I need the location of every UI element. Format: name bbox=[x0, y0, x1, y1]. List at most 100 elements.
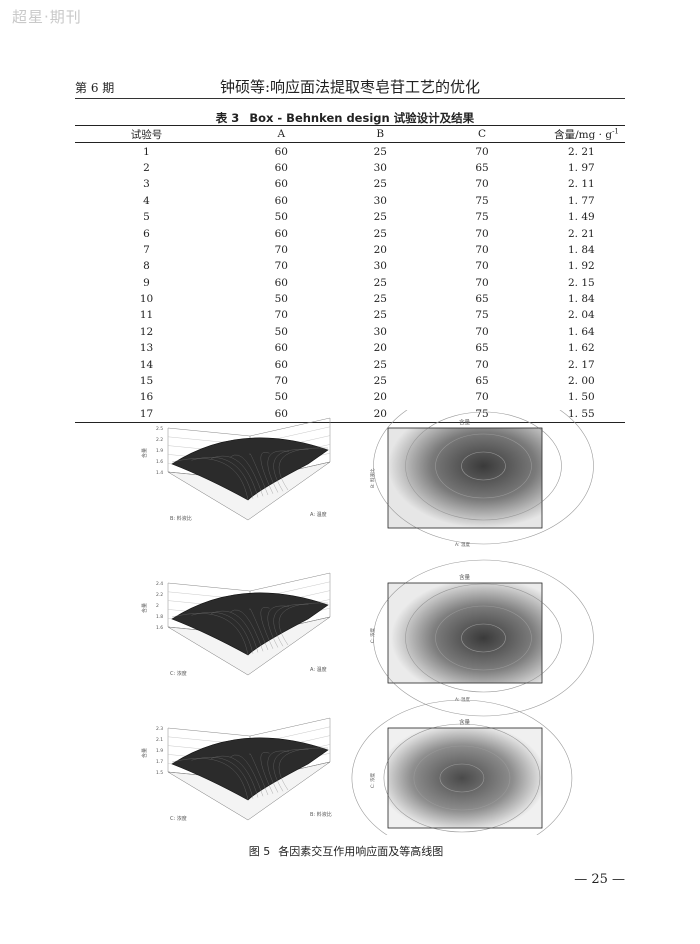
table-cell: 70 bbox=[274, 309, 288, 322]
x2-axis-label: A: 温度 bbox=[310, 511, 327, 518]
contour-frame bbox=[387, 427, 543, 529]
table-cell: 25 bbox=[373, 358, 387, 371]
table-cell: 9 bbox=[143, 276, 150, 289]
col-header-label: 含量/mg · g bbox=[554, 128, 613, 141]
contour-x-label: A: 温度 bbox=[455, 696, 470, 703]
table-row: 11 70 25 75 2. 04 bbox=[75, 307, 625, 323]
table-cell: 75 bbox=[475, 194, 489, 207]
table-cell: 70 bbox=[475, 178, 489, 191]
x1-axis-label: B: 料液比 bbox=[170, 515, 192, 522]
table-cell: 75 bbox=[475, 407, 489, 420]
figure-title: 各因素交互作用响应面及等高线图 bbox=[278, 845, 444, 858]
table-row: 3 60 25 70 2. 11 bbox=[75, 176, 625, 192]
contour-frame bbox=[387, 727, 543, 829]
table-cell: 70 bbox=[274, 375, 288, 388]
contour-line bbox=[461, 451, 506, 481]
mesh-line bbox=[230, 754, 264, 797]
table-cell: 60 bbox=[274, 178, 288, 191]
z-axis-label: 含量 bbox=[141, 748, 148, 758]
table-row: 4 60 30 75 1. 77 bbox=[75, 193, 625, 209]
table-row: 7 70 20 70 1. 84 bbox=[75, 242, 625, 258]
table-header-row: 试验号 A B C 含量/mg · g-1 bbox=[75, 125, 625, 143]
table-cell: 50 bbox=[274, 391, 288, 404]
table-cell: 11 bbox=[139, 309, 154, 322]
z-tick-label: 1.4 bbox=[156, 470, 163, 476]
table-cell: 30 bbox=[373, 161, 387, 174]
col-header: B bbox=[376, 128, 385, 141]
z-tick-label: 1.8 bbox=[156, 614, 163, 620]
z-tick-label: 1.9 bbox=[156, 748, 163, 754]
z-tick-label: 2.3 bbox=[156, 726, 163, 732]
table-cell: 65 bbox=[475, 293, 489, 306]
table-cell: 2. 21 bbox=[568, 227, 595, 240]
table-cell: 70 bbox=[475, 276, 489, 289]
table-cell: 1. 50 bbox=[568, 391, 595, 404]
table-cell: 1. 84 bbox=[568, 243, 595, 256]
mesh-line bbox=[273, 604, 309, 647]
running-header: 第 6 期 钟硕等:响应面法提取枣皂苷工艺的优化 bbox=[75, 76, 625, 99]
table-cell: 1. 77 bbox=[568, 194, 595, 207]
z-tick-label: 1.7 bbox=[156, 759, 163, 765]
table-cell: 25 bbox=[373, 211, 387, 224]
contour-field bbox=[387, 427, 543, 529]
col-header: C bbox=[477, 128, 487, 141]
table-row: 2 60 30 65 1. 97 bbox=[75, 160, 625, 176]
contour-line bbox=[351, 699, 573, 835]
table-row: 1 60 25 70 2. 21 bbox=[75, 143, 625, 160]
table-cell: 8 bbox=[143, 260, 150, 273]
table-cell: 60 bbox=[274, 227, 288, 240]
table-cell: 70 bbox=[274, 260, 288, 273]
table-row: 17 60 20 75 1. 55 bbox=[75, 406, 625, 423]
contour-line bbox=[405, 411, 562, 521]
table-cell: 1. 64 bbox=[568, 325, 595, 338]
table-cell: 13 bbox=[139, 342, 154, 355]
table-cell: 2. 21 bbox=[568, 145, 595, 158]
mesh-line bbox=[230, 454, 264, 497]
z-tick-label: 1.6 bbox=[156, 459, 163, 465]
surface-plot-3 bbox=[167, 717, 331, 821]
contour-line bbox=[405, 583, 562, 693]
contour-plot-1 bbox=[373, 410, 594, 545]
table-cell: 20 bbox=[373, 342, 387, 355]
contour-line bbox=[439, 763, 485, 793]
table-cell: 12 bbox=[139, 325, 154, 338]
x2-axis-label: A: 温度 bbox=[310, 666, 327, 673]
contour-title: 含量 bbox=[459, 718, 471, 726]
table-cell: 70 bbox=[274, 243, 288, 256]
table-cell: 30 bbox=[373, 194, 387, 207]
mesh-line bbox=[191, 612, 254, 654]
table-cell: 60 bbox=[274, 407, 288, 420]
table-row: 6 60 25 70 2. 21 bbox=[75, 225, 625, 241]
contour-plot-2 bbox=[373, 559, 594, 717]
z-tick-label: 2.2 bbox=[156, 437, 163, 443]
table-cell: 30 bbox=[373, 260, 387, 273]
table-cell: 3 bbox=[143, 178, 150, 191]
table-row: 12 50 30 70 1. 64 bbox=[75, 324, 625, 340]
table-row: 16 50 20 70 1. 50 bbox=[75, 389, 625, 405]
table-cell: 1. 49 bbox=[568, 211, 595, 224]
table-cell: 20 bbox=[373, 391, 387, 404]
mesh-line bbox=[230, 609, 264, 652]
page-number: — 25 — bbox=[574, 872, 625, 887]
table-cell: 4 bbox=[143, 194, 150, 207]
table-cell: 70 bbox=[475, 325, 489, 338]
z-tick-label: 2.1 bbox=[156, 737, 163, 743]
table-cell: 60 bbox=[274, 342, 288, 355]
table-cell: 2. 04 bbox=[568, 309, 595, 322]
table-cell: 1. 55 bbox=[568, 407, 595, 420]
mesh-line bbox=[191, 457, 254, 499]
table-cell: 6 bbox=[143, 227, 150, 240]
table-row: 9 60 25 70 2. 15 bbox=[75, 275, 625, 291]
table-row: 5 50 25 75 1. 49 bbox=[75, 209, 625, 225]
contour-line bbox=[435, 605, 532, 671]
table-cell: 50 bbox=[274, 293, 288, 306]
z-axis-label: 含量 bbox=[141, 603, 148, 613]
table-caption: 表 3 Box - Behnken design 试验设计及结果 bbox=[0, 110, 700, 126]
mesh-line bbox=[191, 757, 254, 799]
mesh-line bbox=[273, 449, 309, 492]
col-header: A bbox=[277, 128, 286, 141]
table-cell: 1. 97 bbox=[568, 161, 595, 174]
table-cell: 16 bbox=[139, 391, 154, 404]
table-cell: 2. 17 bbox=[568, 358, 595, 371]
table-cell: 60 bbox=[274, 358, 288, 371]
